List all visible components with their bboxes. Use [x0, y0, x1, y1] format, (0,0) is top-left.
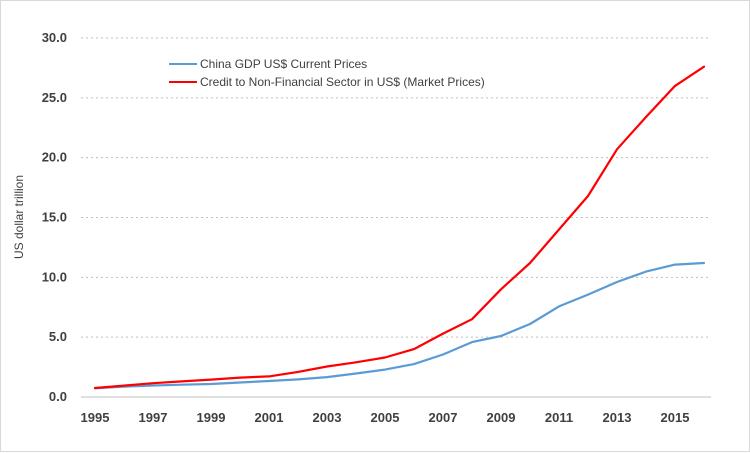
- x-tick-label: 2013: [603, 410, 632, 425]
- y-tick-label: 30.0: [42, 30, 67, 45]
- x-tick-label: 2007: [429, 410, 458, 425]
- gridlines: [81, 37, 711, 338]
- y-tick-label: 0.0: [49, 389, 67, 404]
- axes: 0.0 5.0 10.0 15.0 20.0 25.0 30.0 1995 1997 1999 20…: [42, 30, 711, 425]
- y-tick-label: 20.0: [42, 150, 67, 165]
- series-line-china-gdp: [93, 261, 706, 390]
- x-tick-label: 1995: [81, 410, 110, 425]
- x-tick-label: 2009: [487, 410, 516, 425]
- x-tick-label: 1997: [139, 410, 168, 425]
- x-tick-label: 2005: [371, 410, 400, 425]
- y-tick-label: 10.0: [42, 269, 67, 284]
- legend: China GDP US$ Current Prices Credit to No…: [169, 57, 485, 89]
- legend-label: Credit to Non-Financial Sector in US$ (M…: [200, 75, 485, 89]
- x-tick-label: 2003: [313, 410, 342, 425]
- x-tick-label: 2011: [545, 410, 573, 425]
- x-tick-label: 1999: [197, 410, 226, 425]
- series-lines: [93, 65, 706, 390]
- legend-label: China GDP US$ Current Prices: [200, 57, 367, 71]
- y-tick-label: 5.0: [49, 329, 67, 344]
- series-line-credit-non-financial: [93, 65, 706, 390]
- y-axis-label: US dollar trillion: [12, 175, 26, 259]
- x-tick-label: 2001: [255, 410, 284, 425]
- y-tick-label: 15.0: [42, 210, 67, 225]
- y-tick-label: 25.0: [42, 90, 67, 105]
- x-tick-label: 2015: [661, 410, 690, 425]
